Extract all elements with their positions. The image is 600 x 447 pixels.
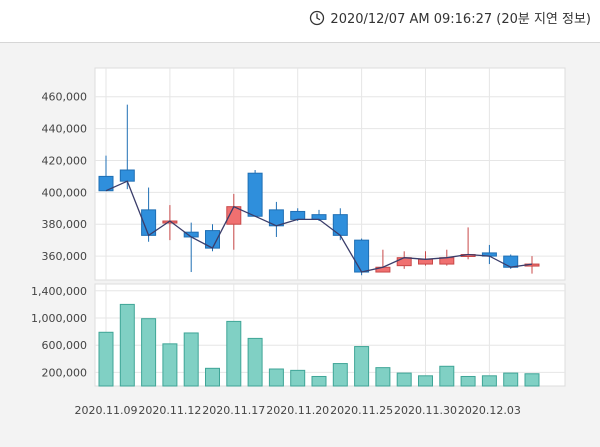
price-tick-label: 380,000	[42, 218, 88, 231]
volume-bar	[183, 332, 199, 387]
volume-bar	[98, 331, 114, 387]
clock-icon	[310, 10, 325, 25]
volume-bar	[375, 367, 391, 387]
candle-body	[354, 239, 370, 273]
candle-body	[418, 258, 433, 265]
volume-bar	[311, 375, 327, 387]
volume-bar	[119, 303, 135, 387]
candle-body	[247, 172, 263, 217]
volume-bar	[332, 363, 348, 387]
x-tick-label: 2020.11.09	[75, 404, 138, 417]
volume-bar	[396, 372, 412, 387]
candle-body	[98, 175, 114, 192]
candle-body	[311, 214, 327, 220]
price-plot-area	[94, 67, 566, 281]
price-tick-label: 400,000	[42, 186, 88, 199]
volume-bar	[503, 372, 519, 387]
candle-body	[290, 210, 306, 220]
timestamp: 2020/12/07 AM 09:16:27 (20분 지연 정보)	[309, 8, 591, 27]
volume-bar	[162, 343, 178, 387]
volume-bar	[226, 320, 242, 387]
x-tick-label: 2020.11.12	[138, 404, 201, 417]
volume-bar	[481, 375, 497, 387]
volume-bar	[524, 373, 540, 387]
x-tick-label: 2020.11.30	[394, 404, 457, 417]
volume-tick-label: 200,000	[42, 366, 88, 379]
volume-bar	[418, 375, 433, 387]
x-tick-label: 2020.11.17	[202, 404, 265, 417]
volume-bar	[268, 368, 284, 387]
x-tick-label: 2020.12.03	[458, 404, 521, 417]
volume-bar	[247, 337, 263, 387]
price-tick-label: 420,000	[42, 154, 88, 167]
volume-tick-label: 600,000	[42, 339, 88, 352]
candle-body	[503, 255, 519, 268]
candle-body	[119, 169, 135, 182]
candle-body	[396, 257, 412, 267]
x-tick-label: 2020.11.25	[330, 404, 393, 417]
volume-tick-label: 1,400,000	[31, 285, 87, 298]
price-tick-label: 460,000	[42, 91, 88, 104]
volume-tick-label: 1,000,000	[31, 312, 87, 325]
volume-bar	[290, 369, 306, 387]
volume-bar	[439, 365, 455, 387]
volume-bar	[354, 346, 370, 387]
volume-bar	[141, 318, 157, 387]
x-tick-label: 2020.11.20	[266, 404, 329, 417]
volume-bar	[205, 367, 220, 387]
timestamp-text: 2020/12/07 AM 09:16:27 (20분 지연 정보)	[330, 12, 591, 27]
close-price-line	[105, 180, 533, 273]
volume-bar	[460, 375, 476, 387]
price-tick-label: 440,000	[42, 123, 88, 136]
price-tick-label: 360,000	[42, 250, 88, 263]
